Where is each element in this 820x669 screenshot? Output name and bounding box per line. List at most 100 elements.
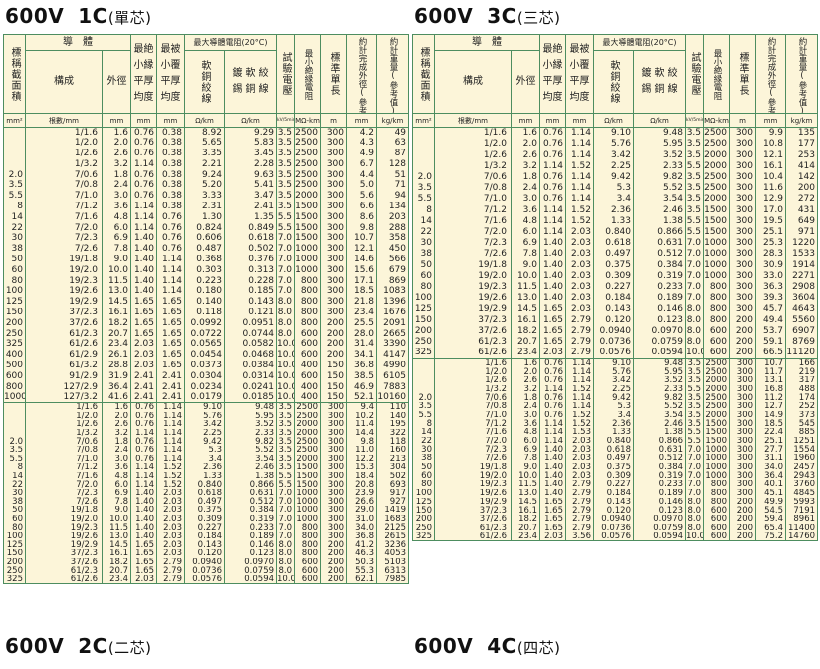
header-cell: 約計完成外徑(參考值) [346, 34, 378, 114]
header-lines: 最被 小覆 平厚 均度 [567, 42, 593, 106]
table-cell: 7191 [785, 506, 819, 515]
table-row: 1/2.0 2.0 0.76 1.14 5.76 5.95 3.5 2500 300 10.8 17… [412, 138, 819, 150]
table-cell: 18.4 [346, 471, 378, 481]
table-cell: 12.1 [755, 149, 787, 161]
header-cell: 鍍 軟 絞錫 銅 線 [223, 50, 278, 114]
header-cell: 最大導體電阻(20°C) [183, 34, 278, 51]
table-cell: 3.5 [685, 127, 705, 139]
table-cell: 50 [3, 506, 26, 515]
table-cell: 1.40 [539, 259, 566, 271]
table-row: 200 37/2.6 18.2 1.65 2.79 0.0940 0.0970 8.0 600 2… [412, 514, 819, 524]
table-cell: 3.5 [276, 180, 296, 192]
unit-cell: kg/km [785, 113, 819, 128]
table-cell: 317 [785, 375, 819, 385]
table-cell: 0.824 [184, 222, 225, 234]
table-cell: 414 [785, 160, 819, 172]
table-cell: 19.5 [755, 215, 787, 227]
table-cell: 87 [376, 148, 410, 160]
table-cell: 1.40 [130, 233, 157, 245]
table-cell: 2.4 [511, 401, 540, 411]
table-cell: 971 [785, 226, 819, 238]
table-cell: 3.5 [276, 148, 296, 160]
table-cell: 200 [320, 574, 348, 584]
table-cell: 16.1 [511, 314, 540, 326]
table-cell: 1500 [294, 222, 322, 234]
table-cell: 1000 [294, 265, 322, 276]
table-cell: 325 [412, 347, 435, 359]
table-cell: 9.24 [184, 169, 225, 181]
table-cell: 19/2.6 [434, 292, 512, 304]
table-cell: 5.3 [593, 182, 634, 194]
table-cell: 927 [376, 497, 410, 507]
table-cell: 0.38 [156, 191, 185, 202]
table-cell: 9.10 [184, 402, 225, 412]
table-cell: 600 [294, 328, 322, 340]
header-line: 錫 銅 線 [641, 84, 678, 95]
table-cell: 2.0 [412, 171, 435, 183]
table-cell: 7.0 [685, 270, 705, 282]
table-cell: 11.6 [755, 182, 787, 194]
table-cell: 5993 [785, 497, 819, 507]
voltage: 600V [5, 634, 65, 658]
table-cell: 100 [3, 531, 26, 541]
table-cell: 5.3 [184, 445, 225, 455]
table-cell: 500 [3, 360, 26, 372]
table-cell: 11400 [785, 523, 819, 533]
table-cell: 33.0 [755, 270, 787, 282]
table-cell: 14 [3, 212, 26, 223]
table-row: 32561/2.623.42.031.650.05650.058210.0600… [3, 339, 410, 350]
table-cell: 36.4 [102, 381, 131, 393]
table-cell: 300 [729, 480, 757, 489]
table-row: 60 19/2.0 10.0 1.40 2.03 0.309 0.319 7.0 1000 300… [412, 270, 819, 282]
table-cell: 7/1.0 [434, 193, 512, 205]
table-cell: 50 [3, 254, 26, 266]
table-cell: 19/2.3 [25, 523, 103, 532]
table-cell: 3.5 [685, 138, 705, 150]
table-cell: 18.2 [102, 318, 131, 329]
header-line: 均度 [569, 92, 590, 103]
table-cell: 2.0 [102, 138, 131, 149]
cores: 4C [487, 634, 517, 658]
table-cell: 2.03 [565, 281, 594, 293]
table-cell: 14.5 [102, 297, 131, 308]
table-cell: 1.65 [539, 506, 566, 515]
table-cell: 0.76 [539, 193, 566, 205]
table-cell: 4147 [376, 349, 410, 361]
table-cell: 8.0 [276, 549, 296, 558]
table-cell: 3.4 [593, 193, 634, 205]
table-cell: 60 [412, 270, 435, 282]
table-cell: 0.849 [223, 222, 278, 234]
table-cell: 6.0 [102, 480, 131, 489]
table-cell: 0.497 [593, 248, 634, 260]
table-cell: 3.5 [276, 169, 296, 181]
table-cell: 59.4 [755, 514, 787, 524]
table-cell: 100 [412, 292, 435, 304]
table-cell: 2.41 [130, 392, 157, 403]
table-cell: 174 [785, 393, 819, 402]
table-cell: 0.0582 [223, 339, 278, 350]
table-row: 1/1.6 1.6 0.76 0.38 8.92 9.29 3.5 2500 300 4.2 49 [3, 127, 410, 139]
table-cell: 3.5 [685, 171, 705, 183]
header-lines: 最絶 小縁 平厚 均度 [541, 42, 565, 106]
table-cell: 7.0 [276, 275, 296, 287]
table-cell: 1.14 [539, 204, 566, 216]
table-cell: 80 [3, 523, 26, 532]
header-line: 小覆 [569, 60, 590, 71]
table-cell: 2500 [703, 171, 731, 183]
table-cell: 2.0 [511, 138, 540, 150]
table-cell: 0.38 [156, 201, 185, 213]
table-cell: 2.03 [565, 436, 594, 446]
table-cell: 1.6 [511, 358, 540, 368]
table-cell: 8 [3, 201, 26, 213]
table-cell: 1.52 [565, 215, 594, 227]
table-cell: 1.40 [539, 488, 566, 498]
table-cell: 1.14 [156, 437, 185, 446]
table-cell: 6.9 [511, 237, 540, 249]
table-cell: 3.5 [685, 149, 705, 161]
table-cell: 1.14 [565, 367, 594, 376]
table-cell: 1.33 [593, 428, 634, 437]
table-cell: 2.41 [130, 371, 157, 382]
table-cell: 60 [3, 265, 26, 276]
table-cell: 1.14 [565, 182, 594, 194]
